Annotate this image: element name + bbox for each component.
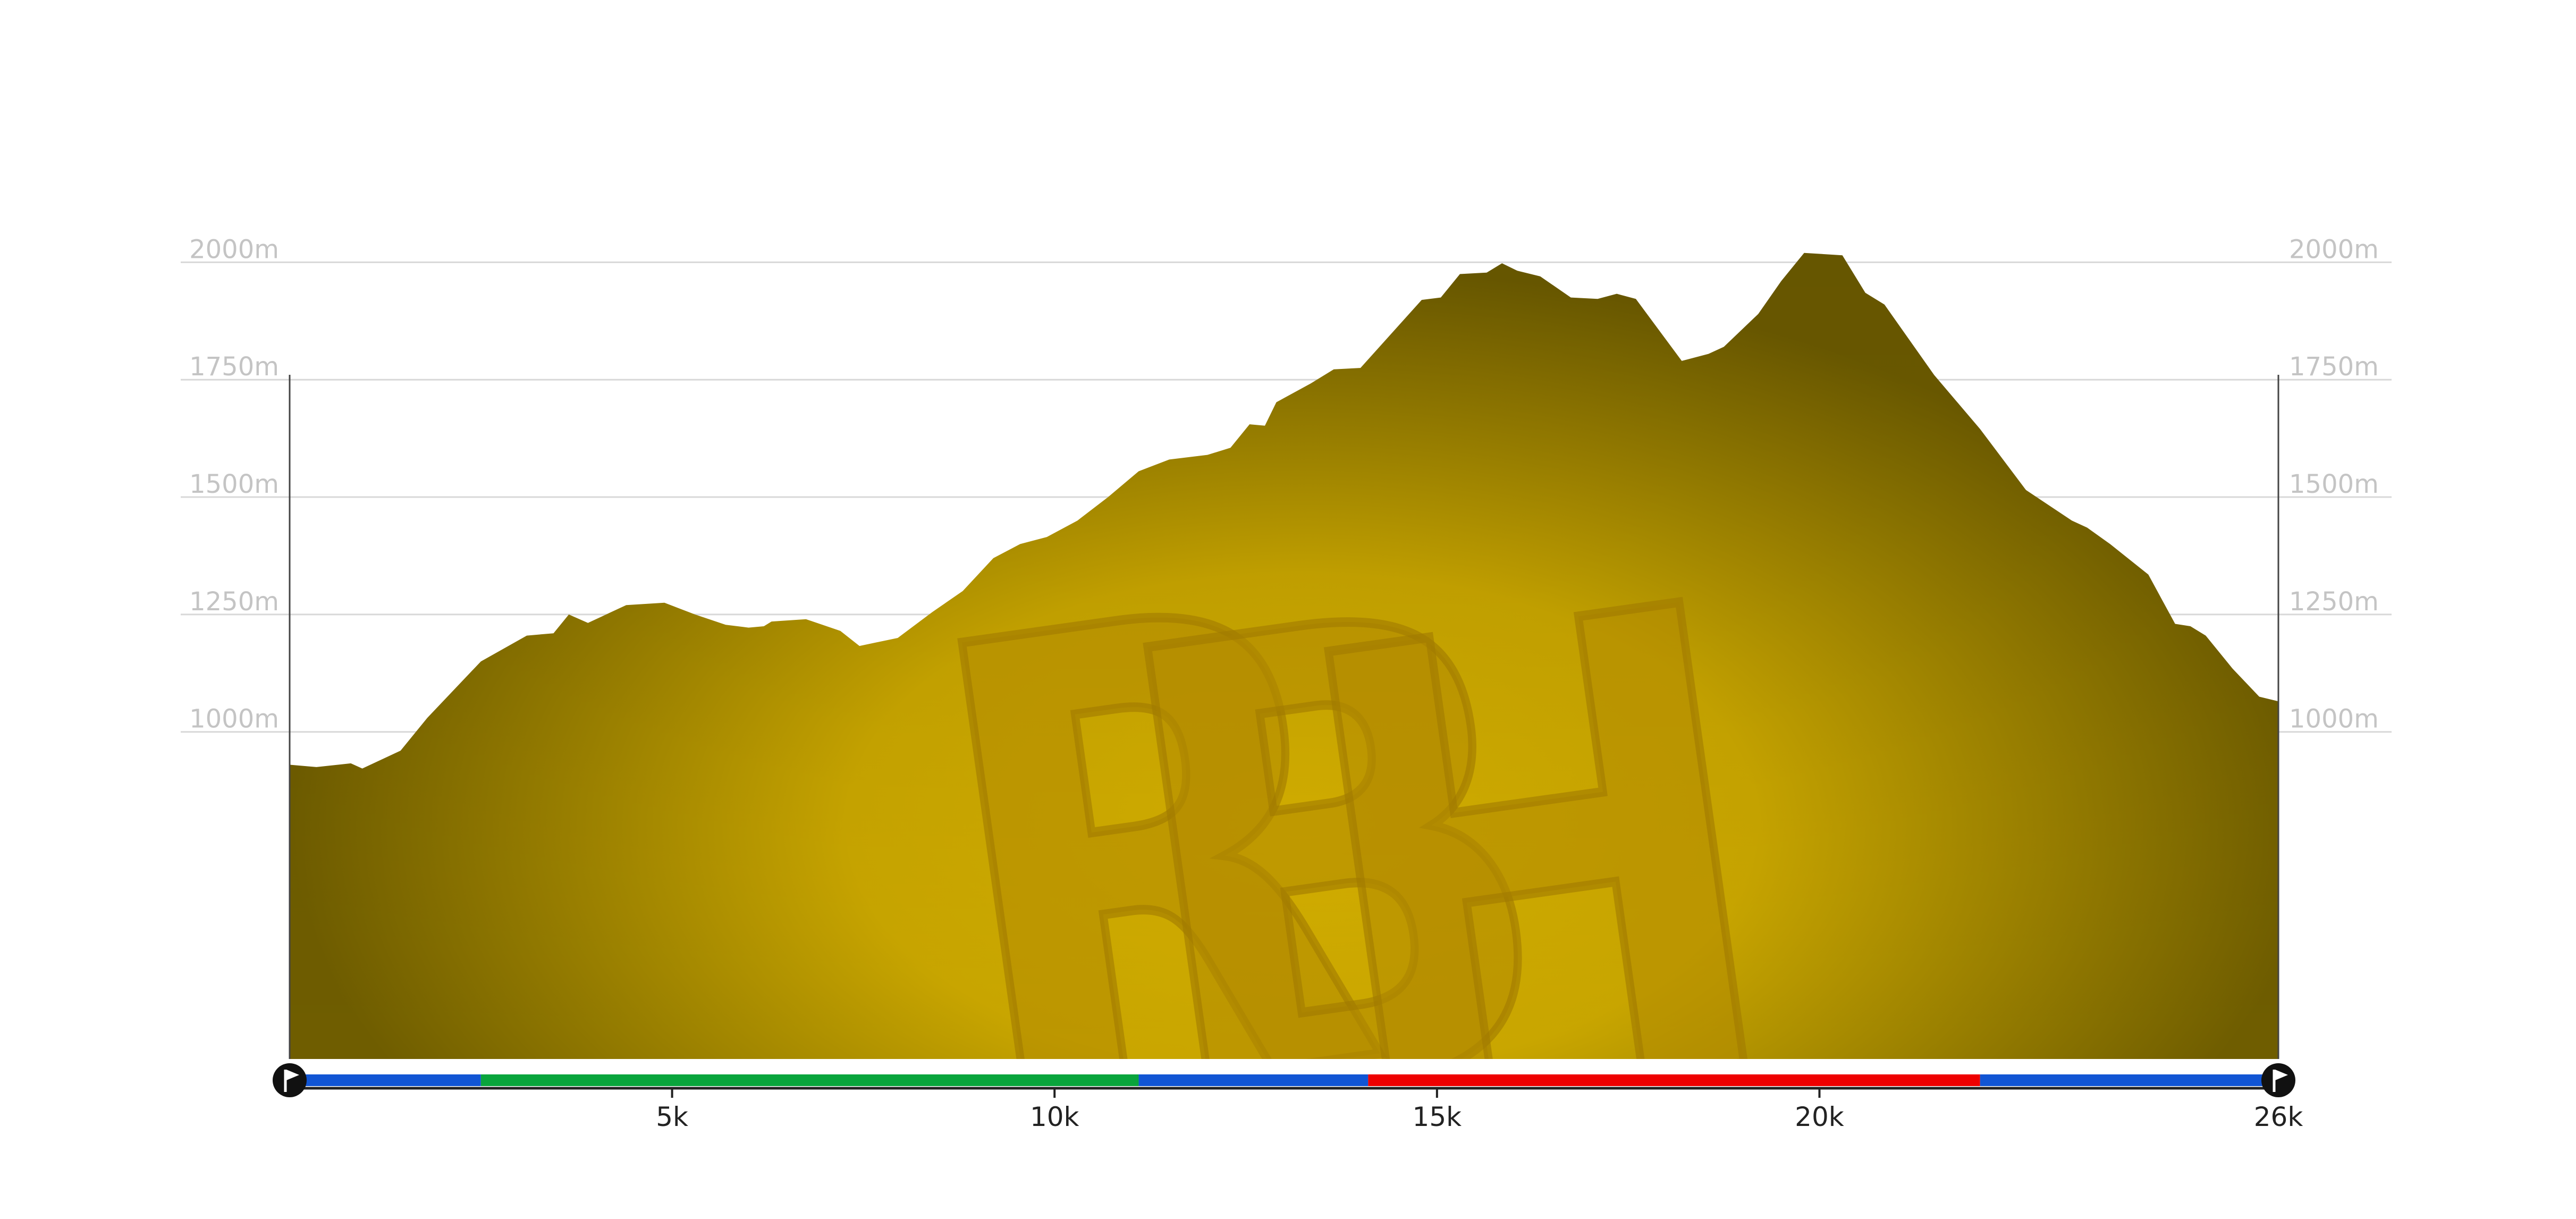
x-axis-labels: 5k 10k 15k 20k 26k [656,1088,2303,1132]
elevation-area [290,253,2278,1060]
start-flag-icon [273,1063,307,1097]
terrain-segment [1980,1074,2278,1086]
x-tick-label: 10k [1030,1102,1079,1132]
terrain-segment-bar [290,1074,2278,1090]
marker-circle [2261,1063,2295,1097]
x-tick-label: 20k [1795,1102,1844,1132]
route-markers [273,1063,2295,1097]
x-tick-label: 5k [656,1102,688,1132]
terrain-segment [1138,1074,1369,1086]
flag-shape [2275,1070,2288,1080]
flag-shape [286,1070,299,1080]
terrain-segment [1368,1074,1980,1086]
y-tick-label-right: 1000m [2289,704,2379,734]
y-tick-label-right: 1750m [2289,352,2379,382]
terrain-segment [290,1074,481,1086]
x-tick-label: 26k [2254,1102,2303,1132]
y-tick-label-left: 1500m [189,469,279,499]
finish-flag-icon [2261,1063,2295,1097]
y-tick-label-right: 2000m [2289,234,2379,264]
y-tick-label-right: 1250m [2289,587,2379,617]
axes [289,375,2279,1070]
terrain-segment [480,1074,1139,1086]
y-tick-label-left: 1250m [189,587,279,617]
y-axis-labels: 1000m 1000m 1250m 1250m 1500m 1500m 1750m 1750m… [189,234,2379,734]
x-tick-label: 15k [1413,1102,1462,1132]
watermark-logo: RBH [891,461,1819,1059]
y-tick-label-right: 1500m [2289,469,2379,499]
marker-circle [273,1063,307,1097]
elevation-area-shade [290,253,2278,1060]
y-tick-label-left: 2000m [189,234,279,264]
baseline-gap [290,1059,2278,1070]
y-tick-label-left: 1000m [189,704,279,734]
y-tick-label-left: 1750m [189,352,279,382]
